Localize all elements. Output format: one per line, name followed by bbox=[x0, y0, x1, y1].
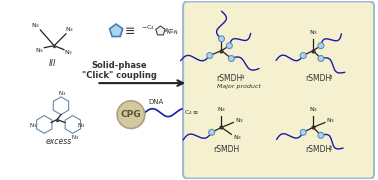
Polygon shape bbox=[110, 24, 123, 37]
Text: N$_3$: N$_3$ bbox=[58, 89, 66, 98]
Text: DNA: DNA bbox=[149, 99, 164, 105]
Text: N$_3$: N$_3$ bbox=[65, 26, 74, 34]
Circle shape bbox=[117, 101, 145, 128]
Text: N$_3$: N$_3$ bbox=[31, 22, 40, 30]
Text: N$_3$: N$_3$ bbox=[308, 28, 318, 37]
Circle shape bbox=[318, 43, 324, 49]
Text: N=N: N=N bbox=[166, 30, 178, 35]
Circle shape bbox=[218, 36, 225, 42]
Circle shape bbox=[300, 129, 306, 135]
Circle shape bbox=[226, 43, 232, 49]
Text: C$_4$$\equiv$: C$_4$$\equiv$ bbox=[184, 108, 199, 117]
Circle shape bbox=[228, 56, 234, 61]
Text: N$_3$: N$_3$ bbox=[35, 46, 44, 55]
Text: N: N bbox=[160, 31, 163, 35]
Text: N$_3$: N$_3$ bbox=[77, 121, 85, 130]
Text: $\equiv$: $\equiv$ bbox=[122, 24, 136, 37]
Text: $-$C$_4$: $-$C$_4$ bbox=[141, 24, 155, 32]
Text: 2: 2 bbox=[329, 146, 332, 151]
Text: N$\backslash$: N$\backslash$ bbox=[163, 26, 170, 34]
Text: excess: excess bbox=[46, 137, 72, 146]
Circle shape bbox=[118, 102, 146, 129]
Text: 3: 3 bbox=[329, 75, 332, 80]
Text: rSMDH: rSMDH bbox=[305, 74, 332, 83]
Text: N$_3$: N$_3$ bbox=[235, 116, 244, 125]
FancyBboxPatch shape bbox=[183, 1, 374, 179]
Text: Solid-phase
"Click" coupling: Solid-phase "Click" coupling bbox=[82, 61, 156, 80]
Text: N$_3$: N$_3$ bbox=[64, 48, 73, 57]
Text: rSMDH: rSMDH bbox=[305, 145, 332, 154]
Text: N$_3$: N$_3$ bbox=[217, 105, 226, 114]
Text: Major product: Major product bbox=[217, 84, 260, 89]
Text: rSMDH: rSMDH bbox=[214, 145, 240, 154]
Text: N$_3$: N$_3$ bbox=[308, 105, 318, 114]
Circle shape bbox=[318, 132, 324, 138]
Circle shape bbox=[300, 53, 306, 58]
Text: N$_3$: N$_3$ bbox=[233, 133, 242, 142]
Text: CPG: CPG bbox=[121, 110, 141, 119]
Text: III: III bbox=[48, 59, 56, 68]
Text: rSMDH: rSMDH bbox=[217, 74, 243, 83]
Text: N$_3$: N$_3$ bbox=[71, 133, 79, 142]
Circle shape bbox=[209, 129, 215, 135]
Polygon shape bbox=[156, 26, 165, 35]
Text: 4: 4 bbox=[240, 75, 244, 80]
Circle shape bbox=[318, 56, 324, 61]
Text: $-$: $-$ bbox=[167, 25, 174, 31]
Circle shape bbox=[207, 53, 213, 58]
Text: N: N bbox=[160, 27, 163, 31]
Text: N$_3$: N$_3$ bbox=[326, 116, 335, 125]
Text: N$_3$: N$_3$ bbox=[29, 121, 37, 130]
